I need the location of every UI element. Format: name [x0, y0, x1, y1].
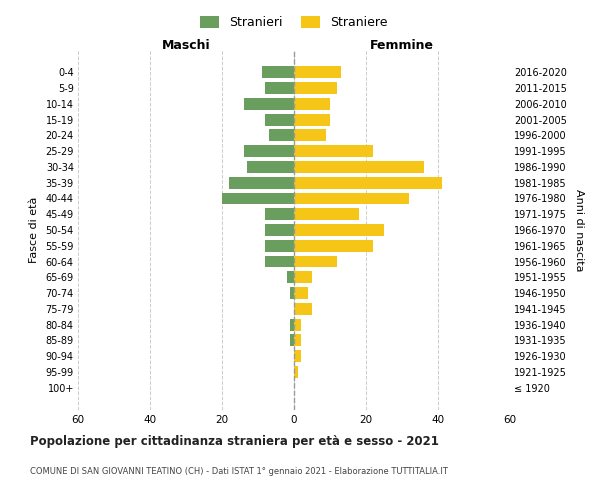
Bar — [244, 98, 294, 110]
Bar — [294, 366, 298, 378]
Y-axis label: Fasce di età: Fasce di età — [29, 197, 38, 263]
Bar — [290, 334, 294, 346]
Bar — [229, 177, 294, 188]
Text: Maschi: Maschi — [161, 39, 211, 52]
Bar — [294, 350, 301, 362]
Bar — [265, 240, 294, 252]
Bar — [294, 334, 301, 346]
Text: Femmine: Femmine — [370, 39, 434, 52]
Bar — [294, 82, 337, 94]
Text: COMUNE DI SAN GIOVANNI TEATINO (CH) - Dati ISTAT 1° gennaio 2021 - Elaborazione : COMUNE DI SAN GIOVANNI TEATINO (CH) - Da… — [30, 468, 448, 476]
Y-axis label: Anni di nascita: Anni di nascita — [574, 188, 584, 271]
Text: Popolazione per cittadinanza straniera per età e sesso - 2021: Popolazione per cittadinanza straniera p… — [30, 435, 439, 448]
Bar — [294, 177, 442, 188]
Bar — [265, 256, 294, 268]
Bar — [265, 208, 294, 220]
Bar — [287, 272, 294, 283]
Bar — [294, 66, 341, 78]
Bar — [244, 145, 294, 157]
Bar — [294, 318, 301, 330]
Bar — [269, 130, 294, 141]
Bar — [247, 161, 294, 173]
Bar — [294, 114, 330, 126]
Bar — [294, 161, 424, 173]
Legend: Stranieri, Straniere: Stranieri, Straniere — [196, 11, 392, 34]
Bar — [294, 287, 308, 299]
Bar — [290, 318, 294, 330]
Bar — [294, 224, 384, 236]
Bar — [294, 208, 359, 220]
Bar — [294, 240, 373, 252]
Bar — [294, 272, 312, 283]
Bar — [265, 114, 294, 126]
Bar — [294, 98, 330, 110]
Bar — [294, 256, 337, 268]
Bar — [294, 192, 409, 204]
Bar — [262, 66, 294, 78]
Bar — [290, 287, 294, 299]
Bar — [265, 82, 294, 94]
Bar — [222, 192, 294, 204]
Bar — [294, 130, 326, 141]
Bar — [294, 145, 373, 157]
Bar — [294, 303, 312, 315]
Bar — [265, 224, 294, 236]
